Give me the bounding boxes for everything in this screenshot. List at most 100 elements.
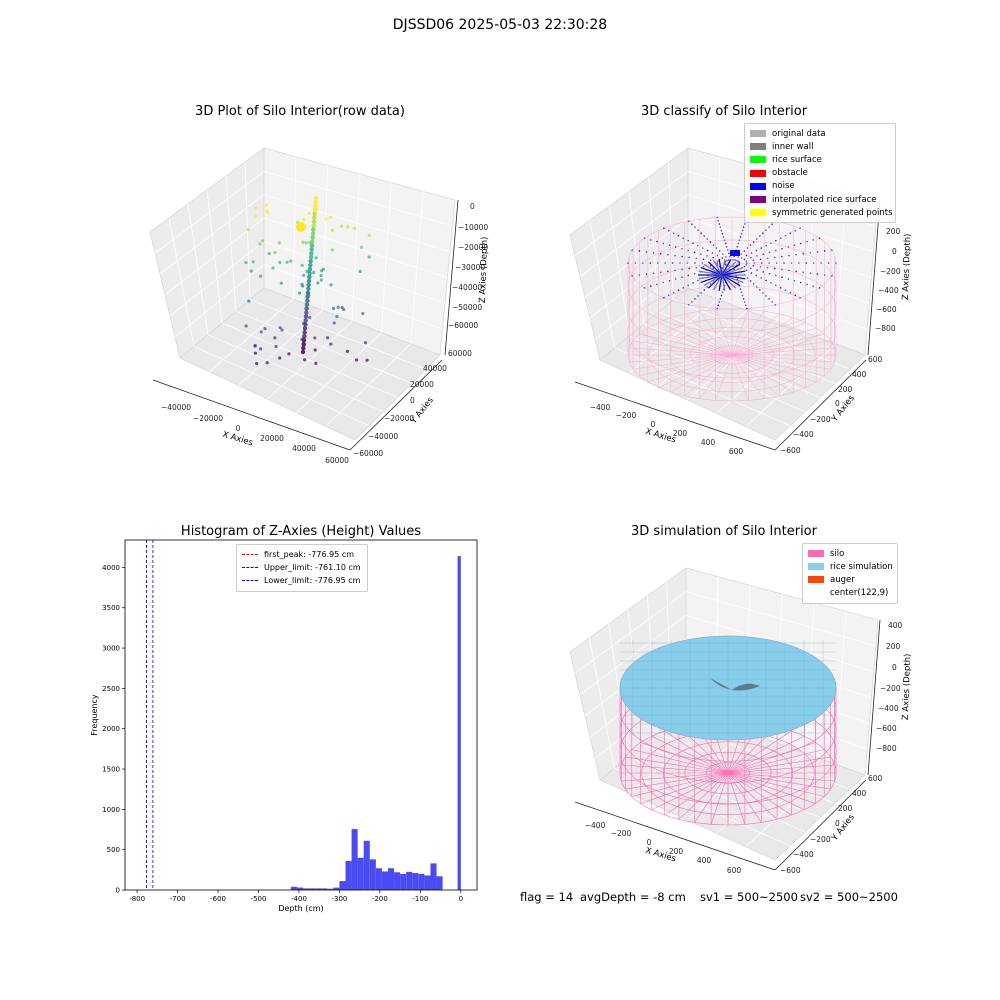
silo-floor-spoke	[727, 742, 816, 774]
classify-noise-stroke	[718, 259, 723, 276]
silo-floor-spoke	[678, 772, 729, 820]
gridline	[594, 264, 689, 340]
classify-point	[793, 244, 796, 247]
avg-depth-text: avgDepth = -8 cm	[580, 890, 686, 904]
classify-point	[760, 262, 763, 264]
raw-point	[311, 219, 317, 224]
silo-floor-spoke	[694, 772, 729, 823]
raw-point	[287, 352, 291, 356]
raw-y-tick: −20000	[384, 414, 414, 423]
raw-point	[254, 206, 258, 210]
classify-point	[759, 265, 762, 268]
silo-floor-spoke	[731, 347, 835, 356]
histogram-bar	[394, 872, 401, 890]
classify-point	[755, 286, 758, 288]
classify-point	[781, 255, 783, 258]
silo-floor-spoke	[639, 354, 733, 377]
classify-point	[709, 259, 712, 262]
silo-floor-spoke	[670, 317, 733, 356]
classify-noise-stroke	[703, 263, 723, 276]
x-tick-label: 0	[459, 895, 463, 903]
raw-y-tick: −60000	[353, 449, 383, 458]
silo-floor-spoke	[621, 764, 729, 774]
silo-floor-spoke	[658, 354, 733, 388]
classify-point	[702, 265, 705, 268]
classify-point	[736, 245, 739, 248]
silo-floor-spoke	[684, 354, 733, 397]
classify-point	[784, 234, 787, 237]
raw-y-tick: 60000	[448, 349, 472, 358]
classify-point	[762, 232, 764, 234]
raw-z-tick: −10000	[458, 223, 488, 232]
raw-point	[319, 273, 323, 278]
classify-point	[687, 284, 690, 287]
simulation-y-tick: −400	[793, 850, 814, 859]
classify-point	[693, 272, 696, 275]
classify-point	[788, 254, 790, 257]
classify-point	[722, 236, 725, 238]
classify-noise-stroke	[721, 274, 744, 284]
raw-point	[324, 217, 328, 221]
classify-point	[809, 252, 812, 254]
raw-point	[263, 327, 267, 331]
classify-point	[724, 242, 727, 245]
silo-floor-spoke	[639, 333, 733, 356]
classify-point	[697, 295, 699, 297]
classify-point	[773, 256, 776, 259]
raw-point	[325, 336, 330, 340]
raw-point	[340, 305, 344, 310]
silo-floor-spoke	[715, 354, 733, 401]
raw-point	[247, 299, 251, 303]
classify-point	[706, 249, 709, 252]
classify-point	[752, 241, 755, 243]
silo-floor-spoke	[670, 354, 733, 393]
raw-point	[309, 251, 314, 256]
legend-swatch	[808, 589, 824, 597]
silo-floor-spoke	[664, 772, 729, 816]
raw-point	[265, 361, 269, 365]
classify-point	[768, 272, 771, 275]
classify-point	[806, 283, 808, 286]
classify-point	[674, 246, 677, 248]
raw-point	[307, 293, 311, 297]
silo-floor-spoke	[629, 347, 733, 356]
classify-point	[746, 277, 749, 279]
classify-point	[721, 253, 724, 255]
raw-point	[309, 243, 315, 248]
x-tick-label: -600	[210, 895, 226, 903]
silo-floor-spoke	[651, 735, 729, 774]
legend-swatch	[750, 182, 766, 190]
raw-point	[310, 235, 315, 240]
raw-point	[261, 239, 265, 243]
classify-point	[682, 237, 685, 239]
classify-point	[741, 294, 744, 297]
raw-point	[302, 358, 307, 362]
simulation-x-tick: 400	[697, 856, 712, 865]
classify-point	[805, 262, 808, 264]
classify-point	[738, 261, 740, 263]
classify-point	[723, 239, 726, 242]
classify-point	[726, 249, 729, 251]
legend-entry: inner wall	[750, 140, 890, 153]
raw-point	[313, 199, 318, 205]
legend-entry: obstacle	[750, 167, 890, 180]
classify-noise-stroke	[721, 274, 726, 291]
legend-entry: noise	[750, 180, 890, 193]
gridline	[263, 264, 443, 330]
histogram-bar	[363, 840, 370, 890]
silo-floor-spoke	[727, 756, 831, 774]
raw-point	[359, 245, 364, 249]
raw-point	[267, 252, 271, 256]
simulation-y-tick: 400	[852, 789, 867, 798]
classify-point	[765, 244, 767, 247]
classify-point	[774, 249, 777, 252]
classify-point	[643, 287, 646, 289]
raw-z-tick: −40000	[452, 283, 482, 292]
raw-z-tick: −60000	[448, 321, 478, 330]
classify-point	[694, 226, 696, 228]
simulation-z-tick: −800	[876, 744, 897, 753]
classify-point	[799, 281, 802, 284]
classify-point	[728, 265, 730, 267]
legend-label: Upper_limit: -761.10 cm	[264, 563, 361, 573]
x-tick-label: -300	[331, 895, 347, 903]
